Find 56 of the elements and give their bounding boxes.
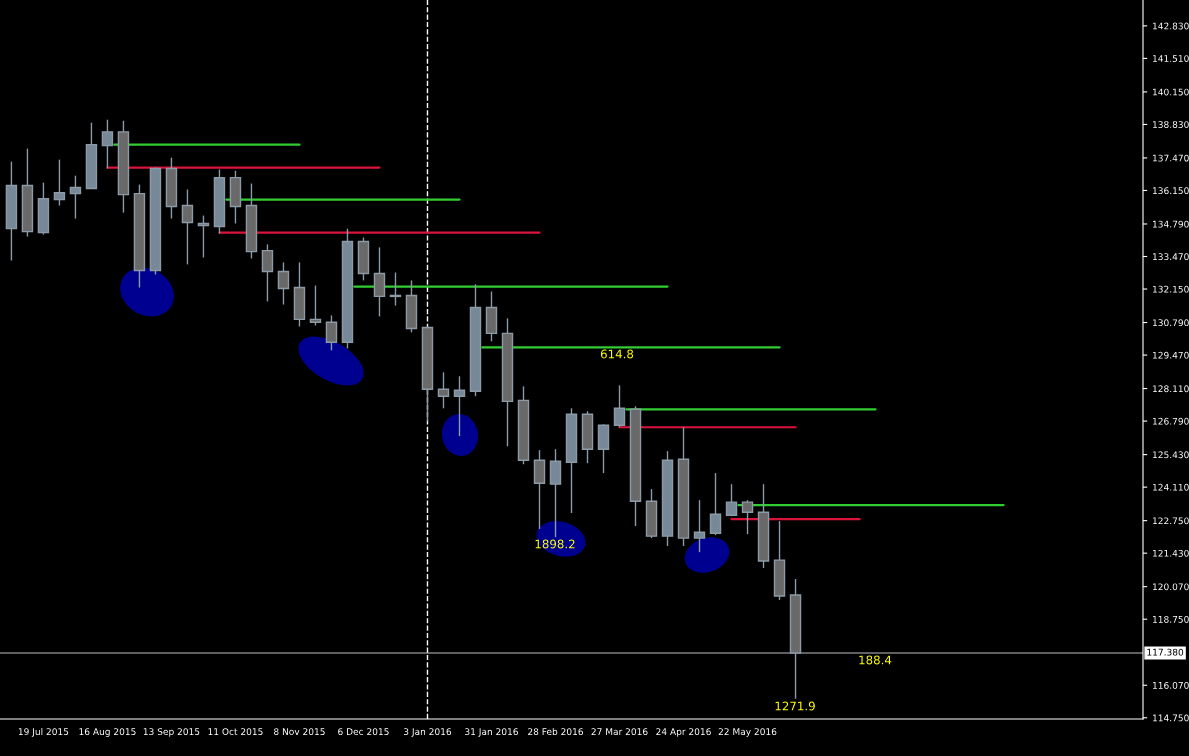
y-tick-label: 134.790	[1153, 220, 1189, 228]
candlestick	[725, 483, 738, 517]
y-tick-label: 138.830	[1153, 121, 1189, 128]
y-tick-label: 114.750	[1153, 714, 1189, 722]
y-tick-label: 142.830	[1153, 22, 1189, 30]
y-tick-label: 116.070	[1153, 681, 1189, 689]
candlestick	[741, 499, 754, 535]
x-tick-label: 24 Apr 2016	[656, 728, 711, 737]
x-tick-label: 6 Dec 2015	[338, 728, 389, 736]
x-tick-label: 31 Jan 2016	[465, 728, 518, 737]
annotation: 1271.9	[775, 701, 815, 711]
candlestick	[437, 371, 450, 409]
x-tick-label: 11 Oct 2015	[208, 728, 263, 736]
annotation: 614.8	[600, 349, 634, 359]
candlestick	[549, 448, 562, 538]
x-tick-label: 16 Aug 2015	[79, 728, 136, 737]
x-tick-label: 28 Feb 2016	[528, 728, 584, 736]
y-tick-label: 130.790	[1153, 319, 1189, 327]
y-tick-label: 120.070	[1153, 583, 1189, 591]
candlestick	[181, 188, 194, 266]
candlestick	[613, 384, 626, 428]
x-tick-label: 13 Sep 2015	[143, 728, 200, 737]
candlestick	[693, 499, 706, 553]
y-tick-label: 126.790	[1153, 417, 1189, 425]
y-tick-label: 128.110	[1153, 385, 1189, 393]
y-tick-label: 125.430	[1153, 451, 1189, 459]
candlestick	[373, 246, 386, 318]
y-tick-label: 118.750	[1153, 615, 1189, 623]
x-tick-label: 19 Jul 2015	[18, 728, 69, 737]
candlestick	[53, 158, 66, 207]
candlestick	[709, 472, 722, 536]
y-tick-label: 122.750	[1153, 517, 1189, 525]
candlestick	[533, 449, 546, 530]
y-tick-label: 133.470	[1153, 253, 1189, 261]
y-tick-label: 140.150	[1153, 88, 1189, 96]
ref-line-label: 117.380	[1147, 648, 1184, 656]
candlestick	[309, 284, 322, 327]
y-tick-label: 141.510	[1153, 55, 1189, 62]
candlestick	[69, 174, 82, 220]
candlestick	[325, 314, 338, 352]
x-tick-label: 27 Mar 2016	[591, 728, 648, 736]
y-tick-label: 137.470	[1153, 154, 1189, 162]
candlestick	[261, 243, 274, 303]
annotation: 188.4	[859, 655, 892, 665]
y-tick-label: 124.110	[1153, 483, 1189, 491]
y-tick-label: 132.150	[1153, 285, 1189, 293]
candlestick	[597, 423, 610, 474]
candlestick	[453, 375, 466, 437]
x-tick-label: 22 May 2016	[718, 728, 777, 737]
x-tick-label: 8 Nov 2015	[274, 728, 325, 736]
y-tick-label: 121.430	[1153, 549, 1189, 557]
candlestick	[277, 261, 290, 306]
x-tick-label: 3 Jan 2016	[403, 728, 452, 737]
y-tick-label: 136.150	[1153, 187, 1189, 195]
candlestick	[101, 119, 114, 170]
y-tick-label: 129.470	[1153, 351, 1189, 359]
